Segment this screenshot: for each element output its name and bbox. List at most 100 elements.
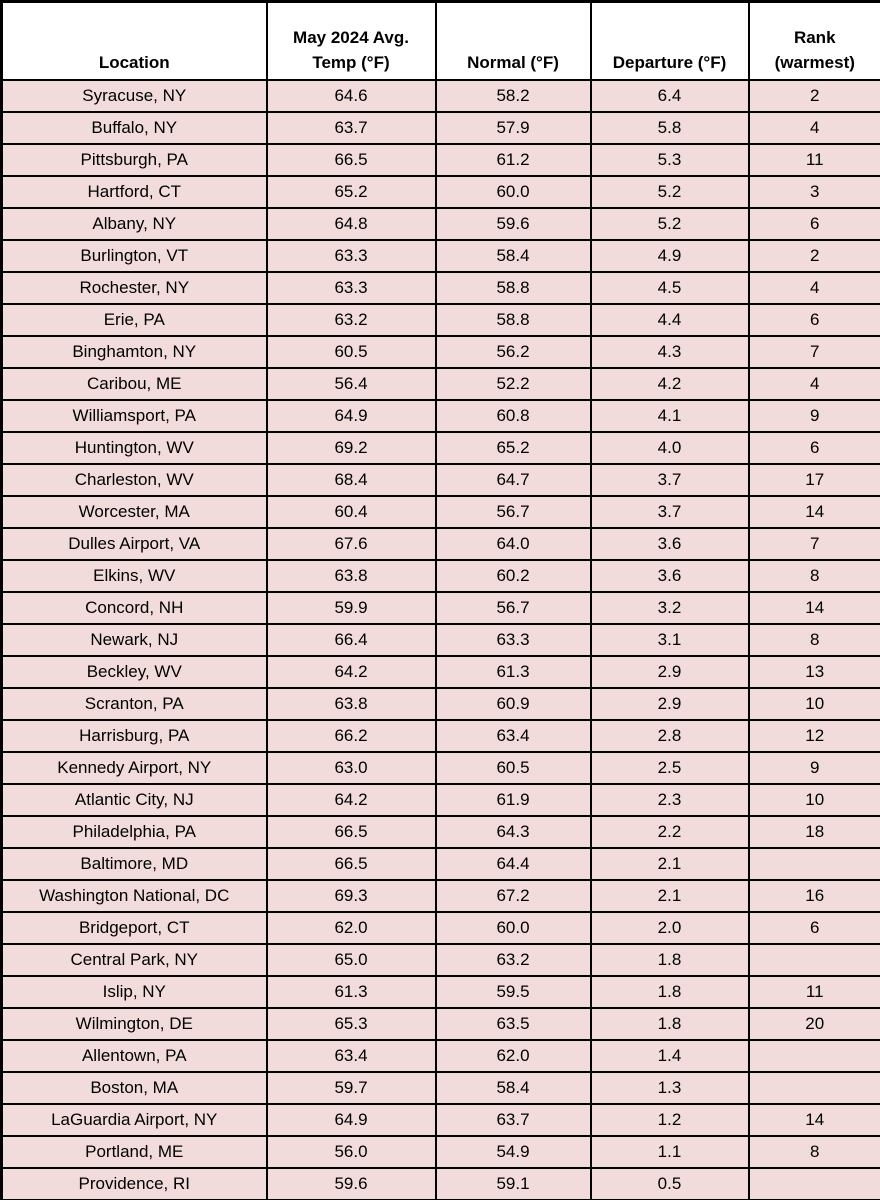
table-row: Providence, RI 59.6 59.1 0.5: [0, 1166, 880, 1200]
table-cell: 61.2: [434, 142, 592, 177]
table-cell: Boston, MA: [0, 1070, 268, 1105]
table-cell: 63.3: [434, 622, 592, 657]
table-cell: 54.9: [434, 1134, 592, 1169]
col-header-avg-temp: May 2024 Avg. Temp (°F): [265, 0, 437, 81]
table-cell: 18: [747, 814, 880, 849]
table-cell: 2.2: [589, 814, 750, 849]
table-row: Baltimore, MD 66.5 64.4 2.1: [0, 846, 880, 881]
table-cell: 13: [747, 654, 880, 689]
table-cell: Kennedy Airport, NY: [0, 750, 268, 785]
table-cell: 20: [747, 1006, 880, 1041]
table-cell: 64.6: [265, 78, 437, 113]
table-cell: [747, 1070, 880, 1105]
table-cell: 57.9: [434, 110, 592, 145]
table-cell: 2.9: [589, 654, 750, 689]
table-cell: 2.1: [589, 846, 750, 881]
table-cell: 63.3: [265, 238, 437, 273]
table-cell: Dulles Airport, VA: [0, 526, 268, 561]
table-cell: Pittsburgh, PA: [0, 142, 268, 177]
table-row: Beckley, WV 64.2 61.3 2.9 13: [0, 654, 880, 689]
table-row: Dulles Airport, VA 67.6 64.0 3.6 7: [0, 526, 880, 561]
table-cell: 6: [747, 302, 880, 337]
table-row: Boston, MA 59.7 58.4 1.3: [0, 1070, 880, 1105]
table-cell: 3.6: [589, 558, 750, 593]
table-cell: 3.7: [589, 494, 750, 529]
table-cell: 67.2: [434, 878, 592, 913]
table-row: Worcester, MA 60.4 56.7 3.7 14: [0, 494, 880, 529]
table-cell: Atlantic City, NJ: [0, 782, 268, 817]
table-cell: 68.4: [265, 462, 437, 497]
table-row: Hartford, CT 65.2 60.0 5.2 3: [0, 174, 880, 209]
table-cell: 58.8: [434, 302, 592, 337]
table-cell: 6.4: [589, 78, 750, 113]
table-cell: 60.5: [434, 750, 592, 785]
table-cell: 10: [747, 782, 880, 817]
table-cell: 64.2: [265, 782, 437, 817]
table-cell: 6: [747, 910, 880, 945]
table-header: Location May 2024 Avg. Temp (°F) Normal …: [0, 0, 880, 81]
table-cell: [747, 846, 880, 881]
table-cell: 4: [747, 366, 880, 401]
table-cell: 60.2: [434, 558, 592, 593]
table-cell: Philadelphia, PA: [0, 814, 268, 849]
table-cell: Elkins, WV: [0, 558, 268, 593]
table-cell: Williamsport, PA: [0, 398, 268, 433]
table-cell: 63.8: [265, 558, 437, 593]
table-cell: 1.8: [589, 1006, 750, 1041]
table-cell: Washington National, DC: [0, 878, 268, 913]
table-cell: 56.4: [265, 366, 437, 401]
table-cell: [747, 942, 880, 977]
table-cell: 66.5: [265, 142, 437, 177]
table-cell: 56.7: [434, 590, 592, 625]
table-cell: 12: [747, 718, 880, 753]
table-row: Huntington, WV 69.2 65.2 4.0 6: [0, 430, 880, 465]
table-cell: Bridgeport, CT: [0, 910, 268, 945]
table-cell: 64.9: [265, 1102, 437, 1137]
table-cell: 63.7: [265, 110, 437, 145]
header-row: Location May 2024 Avg. Temp (°F) Normal …: [0, 0, 880, 81]
table-row: Pittsburgh, PA 66.5 61.2 5.3 11: [0, 142, 880, 177]
table-cell: 4.4: [589, 302, 750, 337]
table-cell: Huntington, WV: [0, 430, 268, 465]
table-cell: 3.7: [589, 462, 750, 497]
table-cell: 59.5: [434, 974, 592, 1009]
table-row: Concord, NH 59.9 56.7 3.2 14: [0, 590, 880, 625]
table-cell: 8: [747, 1134, 880, 1169]
table-cell: 66.5: [265, 814, 437, 849]
table-cell: 1.8: [589, 942, 750, 977]
table-cell: 59.1: [434, 1166, 592, 1200]
table-cell: 2.5: [589, 750, 750, 785]
table-cell: Burlington, VT: [0, 238, 268, 273]
table-cell: 10: [747, 686, 880, 721]
table-cell: 2: [747, 238, 880, 273]
table-row: Newark, NJ 66.4 63.3 3.1 8: [0, 622, 880, 657]
table-cell: 65.0: [265, 942, 437, 977]
table-cell: 59.6: [434, 206, 592, 241]
table-cell: Islip, NY: [0, 974, 268, 1009]
table-cell: 5.2: [589, 206, 750, 241]
table-cell: 64.4: [434, 846, 592, 881]
table-row: Central Park, NY 65.0 63.2 1.8: [0, 942, 880, 977]
table-cell: 61.3: [265, 974, 437, 1009]
col-header-rank: Rank (warmest): [747, 0, 880, 81]
table-cell: 63.4: [434, 718, 592, 753]
table-row: Harrisburg, PA 66.2 63.4 2.8 12: [0, 718, 880, 753]
table-cell: Portland, ME: [0, 1134, 268, 1169]
table-cell: 1.2: [589, 1102, 750, 1137]
table-cell: 66.4: [265, 622, 437, 657]
table-cell: 65.3: [265, 1006, 437, 1041]
table-cell: Wilmington, DE: [0, 1006, 268, 1041]
table-cell: Harrisburg, PA: [0, 718, 268, 753]
table-row: Allentown, PA 63.4 62.0 1.4: [0, 1038, 880, 1073]
table-cell: 63.8: [265, 686, 437, 721]
table-cell: 6: [747, 206, 880, 241]
table-cell: 59.9: [265, 590, 437, 625]
table-cell: 5.8: [589, 110, 750, 145]
table-cell: 59.7: [265, 1070, 437, 1105]
table-cell: 4.5: [589, 270, 750, 305]
table-cell: Beckley, WV: [0, 654, 268, 689]
table-cell: 5.3: [589, 142, 750, 177]
table-cell: 60.5: [265, 334, 437, 369]
table-cell: 63.2: [265, 302, 437, 337]
table-cell: 4: [747, 270, 880, 305]
